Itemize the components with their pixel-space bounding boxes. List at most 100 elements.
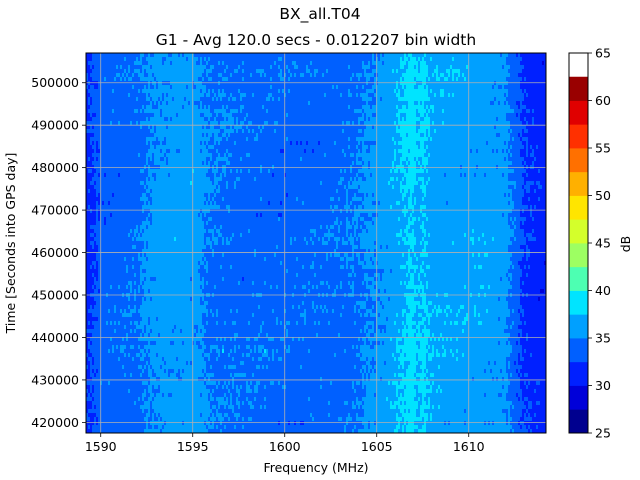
heatmap-cell: [226, 61, 229, 66]
heatmap-cell: [282, 81, 285, 86]
heatmap-cell: [108, 53, 111, 58]
heatmap-cell: [140, 93, 143, 98]
heatmap-cell: [304, 105, 307, 110]
heatmap-cell: [386, 73, 389, 78]
heatmap-cell: [118, 61, 121, 66]
heatmap-cell: [252, 137, 255, 142]
heatmap-cell: [340, 113, 343, 118]
heatmap-cell: [368, 81, 371, 86]
heatmap-cell: [354, 93, 357, 98]
heatmap-cell: [158, 117, 161, 122]
heatmap-cell: [294, 137, 297, 142]
heatmap-cell: [484, 125, 487, 130]
heatmap-cell: [268, 109, 271, 114]
heatmap-cell: [392, 101, 395, 106]
heatmap-cell: [444, 77, 447, 82]
heatmap-cell: [204, 125, 207, 130]
heatmap-cell: [512, 97, 515, 102]
heatmap-cell: [412, 101, 415, 106]
heatmap-cell: [400, 133, 403, 138]
heatmap-cell: [412, 53, 415, 58]
heatmap-cell: [288, 53, 291, 58]
heatmap-cell: [102, 85, 105, 90]
heatmap-cell: [172, 93, 175, 98]
heatmap-cell: [260, 73, 263, 78]
heatmap-cell: [296, 61, 299, 66]
heatmap-cell: [308, 53, 311, 58]
heatmap-cell: [168, 137, 171, 142]
heatmap-cell: [500, 101, 503, 106]
heatmap-cell: [244, 121, 247, 126]
heatmap-cell: [132, 65, 135, 70]
heatmap-cell: [484, 81, 487, 86]
heatmap-cell: [104, 97, 107, 102]
heatmap-cell: [216, 109, 219, 114]
heatmap-cell: [522, 129, 525, 134]
heatmap-cell: [338, 129, 341, 134]
heatmap-cell: [308, 137, 311, 142]
heatmap-cell: [274, 85, 277, 90]
heatmap-cell: [264, 121, 267, 126]
heatmap-cell: [94, 129, 97, 134]
heatmap-cell: [100, 109, 103, 114]
heatmap-cell: [192, 85, 195, 90]
heatmap-cell: [174, 113, 177, 118]
heatmap-cell: [160, 101, 163, 106]
heatmap-cell: [490, 121, 493, 126]
heatmap-cell: [326, 101, 329, 106]
heatmap-cell: [506, 125, 509, 130]
heatmap-cell: [276, 117, 279, 122]
heatmap-cell: [476, 69, 479, 74]
heatmap-cell: [450, 121, 453, 126]
heatmap-cell: [240, 105, 243, 110]
heatmap-cell: [208, 93, 211, 98]
heatmap-cell: [158, 77, 161, 82]
heatmap-cell: [286, 85, 289, 90]
heatmap-cell: [532, 57, 535, 62]
heatmap-cell: [290, 61, 293, 66]
heatmap-cell: [290, 57, 293, 62]
heatmap-cell: [424, 53, 427, 58]
heatmap-cell: [296, 85, 299, 90]
heatmap-cell: [516, 117, 519, 122]
heatmap-cell: [530, 117, 533, 122]
heatmap-cell: [448, 109, 451, 114]
heatmap-cell: [398, 65, 401, 70]
heatmap-cell: [468, 77, 471, 82]
heatmap-cell: [172, 105, 175, 110]
heatmap-cell: [418, 73, 421, 78]
heatmap-cell: [204, 85, 207, 90]
heatmap-cell: [482, 57, 485, 62]
heatmap-cell: [526, 117, 529, 122]
heatmap-cell: [186, 93, 189, 98]
heatmap-cell: [422, 77, 425, 82]
heatmap-cell: [180, 125, 183, 130]
heatmap-cell: [244, 133, 247, 138]
heatmap-cell: [460, 73, 463, 78]
heatmap-cell: [190, 61, 193, 66]
heatmap-cell: [276, 133, 279, 138]
heatmap-cell: [100, 85, 103, 90]
heatmap-cell: [388, 129, 391, 134]
heatmap-cell: [246, 109, 249, 114]
heatmap-cell: [306, 61, 309, 66]
heatmap-cell: [426, 61, 429, 66]
heatmap-cell: [194, 113, 197, 118]
heatmap-cell: [276, 85, 279, 90]
heatmap-cell: [112, 117, 115, 122]
heatmap-cell: [386, 77, 389, 82]
heatmap-cell: [118, 73, 121, 78]
heatmap-cell: [460, 101, 463, 106]
heatmap-cell: [94, 77, 97, 82]
heatmap-cell: [342, 81, 345, 86]
heatmap-cell: [382, 65, 385, 70]
heatmap-cell: [394, 113, 397, 118]
heatmap-cell: [266, 73, 269, 78]
colorbar-label: dB: [618, 236, 633, 253]
heatmap-cell: [480, 69, 483, 74]
heatmap-cell: [110, 89, 113, 94]
heatmap-cell: [112, 93, 115, 98]
heatmap-cell: [372, 121, 375, 126]
heatmap-cell: [242, 113, 245, 118]
heatmap-cell: [528, 109, 531, 114]
